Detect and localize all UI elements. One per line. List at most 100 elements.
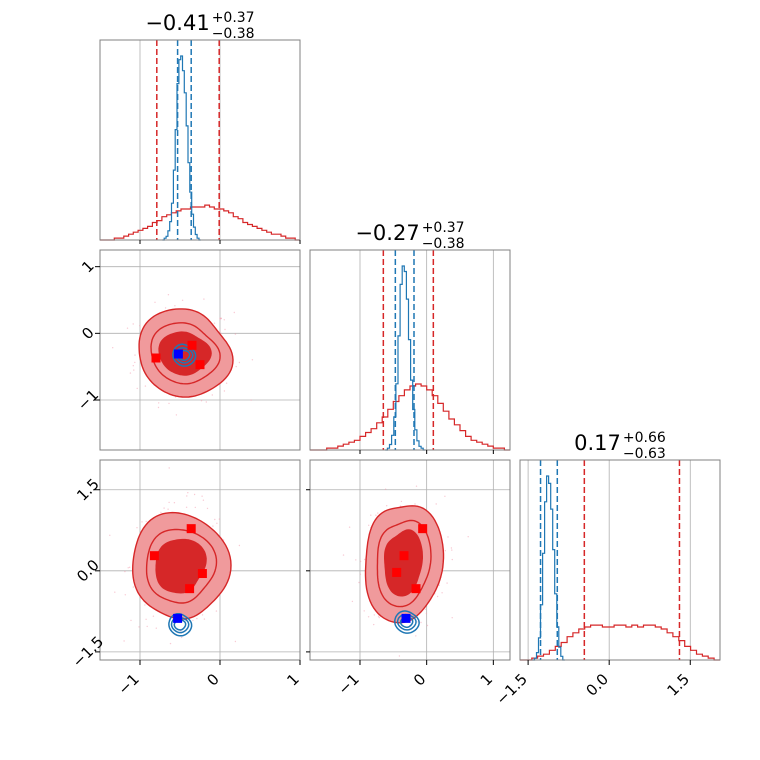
red-marker	[197, 569, 207, 579]
red-marker	[399, 551, 409, 561]
prior-sample	[367, 616, 370, 618]
prior-sample	[180, 636, 183, 639]
prior-sample	[136, 527, 138, 529]
prior-sample	[206, 507, 209, 510]
prior-sample	[211, 394, 213, 396]
prior-sample	[154, 666, 155, 667]
prior-sample	[175, 414, 178, 416]
prior-sample	[202, 499, 205, 501]
prior-sample	[426, 624, 429, 627]
prior-sample	[348, 526, 351, 528]
x-tick-label: −1	[114, 670, 142, 698]
y-tick-label: −1	[74, 386, 102, 414]
prior-sample	[415, 485, 418, 487]
y-tick-label: 0	[78, 324, 97, 343]
red-marker	[392, 567, 402, 577]
prior-sample	[114, 591, 116, 593]
red-marker	[186, 524, 196, 534]
prior-sample	[467, 536, 469, 538]
x-tick-label: 0	[203, 670, 222, 689]
prior-sample	[351, 600, 354, 603]
prior-sample	[168, 501, 170, 504]
title-plus: +0.66	[623, 430, 666, 446]
prior-sample	[370, 514, 372, 516]
prior-sample	[359, 573, 362, 575]
prior-sample	[251, 359, 254, 361]
joint-panel-1	[98, 249, 301, 451]
prior-sample	[157, 406, 160, 409]
x-tick-label: −1.5	[492, 670, 530, 708]
title-median: 0.17	[574, 431, 621, 455]
prior-sample	[124, 570, 126, 573]
posterior-contour	[394, 610, 420, 634]
prior-sample	[132, 323, 134, 325]
prior-sample	[146, 625, 148, 628]
x-tick-label: 0.0	[582, 670, 612, 700]
prior-sample	[192, 619, 194, 622]
prior-sample	[173, 502, 176, 504]
prior-sample	[124, 594, 127, 596]
prior-sample	[398, 655, 401, 657]
marginal-panel-2: −0.27 +0.37−0.38	[309, 220, 511, 451]
prior-sample	[132, 586, 135, 588]
prior-sample	[167, 508, 169, 510]
prior-sample	[98, 326, 99, 327]
panel-title-2: −0.27 +0.37−0.38	[355, 220, 464, 252]
prior-sample	[225, 382, 228, 384]
prior-sample	[447, 536, 449, 538]
panel-frame	[99, 249, 301, 451]
prior-sample	[441, 592, 443, 594]
prior-sample	[235, 365, 237, 368]
panel-background	[520, 460, 720, 660]
prior-sample	[450, 547, 453, 549]
prior-sample	[201, 614, 204, 616]
x-tick-label: 1.5	[664, 670, 694, 700]
prior-sample	[163, 507, 165, 509]
prior-sample	[200, 400, 203, 402]
prior-sample	[181, 299, 184, 301]
prior-sample	[375, 514, 377, 516]
prior-sample	[363, 558, 366, 561]
prior-sample	[358, 581, 360, 584]
red-marker	[411, 584, 421, 594]
prior-sample	[139, 325, 141, 327]
prior-sample	[215, 610, 218, 612]
prior-sample	[391, 694, 392, 695]
prior-sample	[435, 503, 437, 505]
prior-sample	[234, 640, 237, 643]
prior-sample	[436, 595, 439, 598]
prior-histogram	[520, 624, 720, 661]
red-marker	[418, 524, 428, 534]
panel-title-3: 0.17 +0.66−0.63	[574, 430, 666, 462]
prior-sample	[193, 493, 196, 496]
prior-sample	[145, 618, 147, 620]
prior-sample	[446, 582, 448, 584]
prior-sample	[220, 332, 222, 334]
prior-sample	[154, 301, 156, 303]
prior-contour-middle	[150, 322, 221, 385]
prior-sample	[223, 319, 225, 321]
red-marker	[195, 360, 205, 370]
blue-marker	[173, 349, 183, 359]
prior-sample	[136, 387, 138, 390]
prior-sample	[196, 617, 198, 620]
prior-sample	[233, 311, 235, 314]
prior-sample	[141, 521, 143, 523]
prior-sample	[213, 322, 216, 324]
prior-sample	[129, 372, 132, 374]
prior-sample	[223, 390, 226, 392]
prior-sample	[123, 640, 125, 642]
red-marker	[187, 340, 197, 350]
prior-sample	[224, 328, 226, 331]
prior-sample	[168, 467, 170, 469]
title-minus: −0.38	[212, 26, 255, 42]
prior-sample	[342, 554, 345, 556]
prior-sample	[359, 560, 362, 563]
x-tick-label: 1	[477, 670, 496, 689]
posterior-contour	[170, 616, 190, 634]
prior-sample	[155, 627, 157, 629]
panel-frame	[99, 459, 301, 661]
prior-sample	[214, 518, 216, 521]
prior-sample	[144, 385, 147, 387]
prior-sample	[194, 506, 196, 509]
